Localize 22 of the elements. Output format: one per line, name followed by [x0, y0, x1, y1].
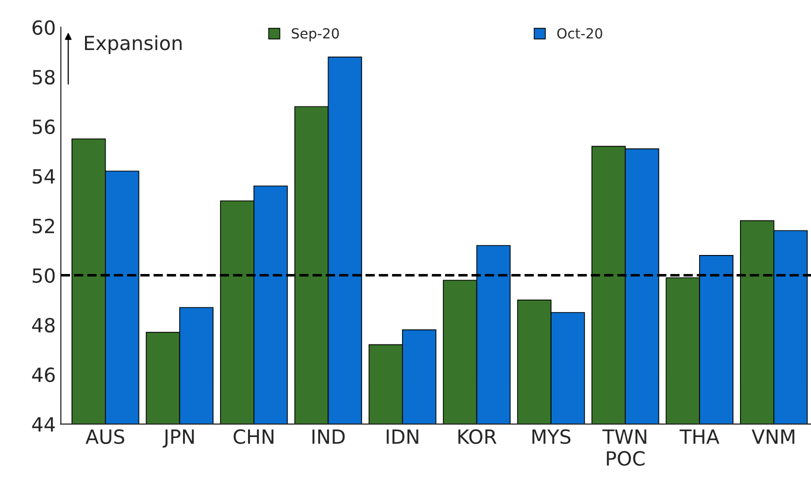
y-tick-label: 50	[32, 268, 55, 283]
x-tick-label: VNM	[752, 430, 794, 444]
y-tick-label: 48	[32, 318, 55, 333]
x-tick-label: AUS	[86, 429, 124, 444]
y-tick-label: 46	[32, 367, 55, 382]
x-tick-label: TWN POC	[602, 430, 646, 466]
x-tick-label: MYS	[532, 429, 570, 444]
y-tick-label: 52	[32, 218, 54, 234]
annotation: Expansion	[85, 35, 182, 54]
x-tick-label: CHN	[234, 429, 274, 444]
x-tick-label: IND	[312, 430, 345, 444]
y-tick-label: 60	[32, 20, 55, 35]
legend-label: Sep-20	[292, 28, 339, 42]
x-tick-label: IDN	[386, 430, 418, 444]
x-tick-label: THA	[680, 430, 720, 444]
y-tick-label: 56	[32, 119, 55, 134]
x-tick-label: KOR	[458, 429, 496, 444]
y-tick-label: 54	[32, 169, 55, 184]
legend-label: Oct-20	[557, 28, 602, 39]
y-tick-label: 44	[32, 417, 55, 432]
x-tick-label: JPN	[162, 430, 194, 448]
y-tick-label: 58	[32, 70, 55, 85]
